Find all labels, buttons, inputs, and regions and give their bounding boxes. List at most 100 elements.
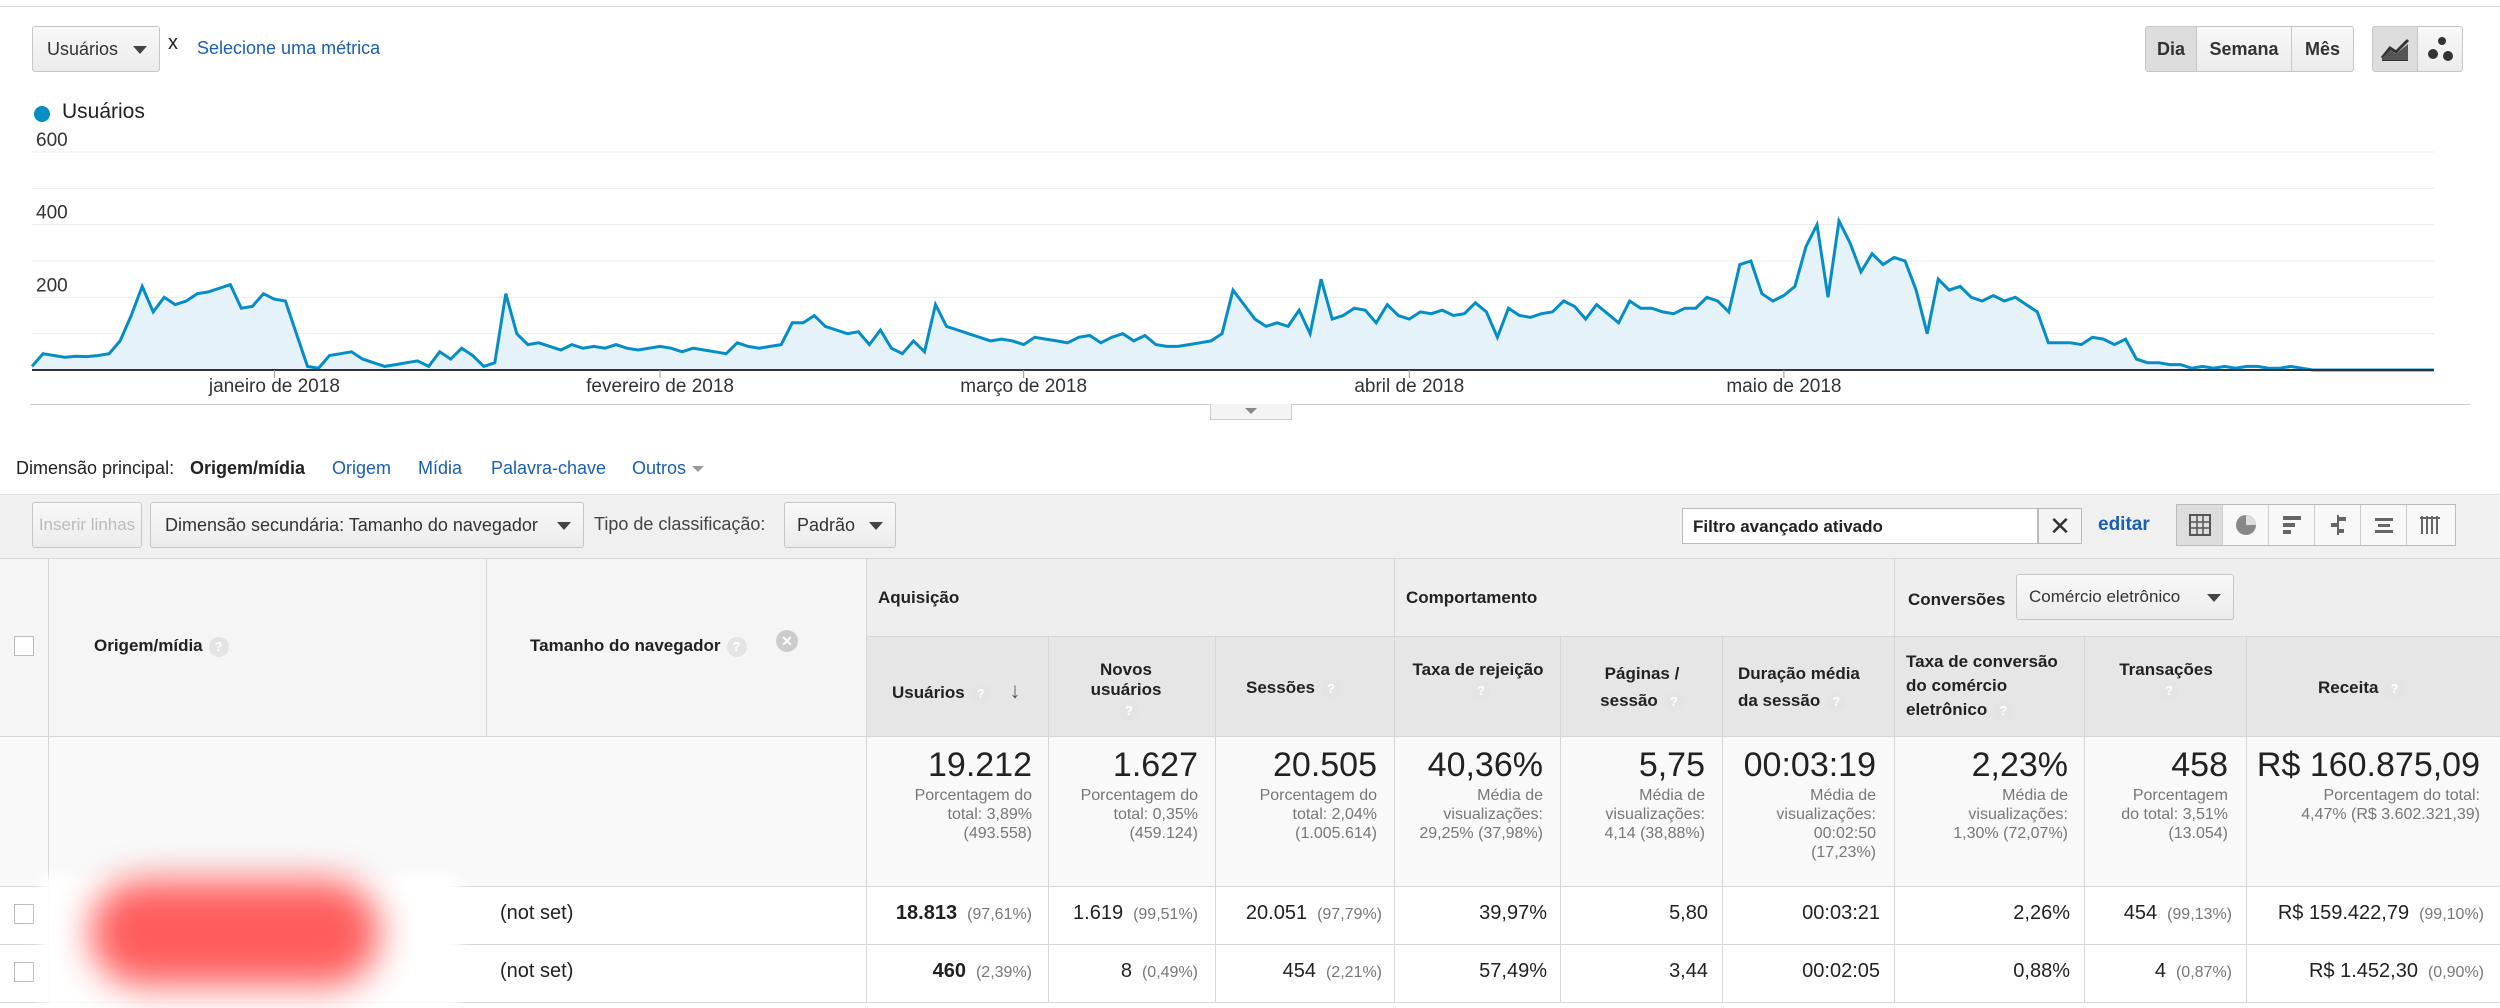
others-label: Outros — [632, 458, 687, 478]
motion-chart-icon[interactable] — [2417, 26, 2463, 72]
help-icon[interactable]: ? — [1471, 680, 1491, 701]
y-tick-label: 400 — [36, 203, 68, 224]
total-conv-sub: Média de visualizações: 1,30% (72,07%) — [1953, 786, 2068, 843]
total-sub-line: total: 2,04% — [1292, 806, 1378, 823]
row-revenue: R$ 159.422,79 (99,10%) — [2278, 902, 2484, 925]
x-tick-label: março de 2018 — [960, 376, 1087, 397]
select-all-checkbox[interactable] — [14, 636, 34, 656]
x-tick-label: janeiro de 2018 — [208, 376, 340, 397]
table-view-icon[interactable] — [2177, 505, 2223, 545]
row-transactions-pct: (0,87%) — [2175, 964, 2232, 981]
col-new-users-header[interactable]: Novos usuários? — [1066, 660, 1186, 721]
total-duration-sub: Média de visualizações: 00:02:50 (17,23%) — [1776, 786, 1876, 862]
help-icon[interactable]: ? — [1993, 700, 2014, 721]
clear-filter-icon[interactable]: ✕ — [2038, 508, 2082, 544]
help-icon[interactable]: ? — [970, 683, 991, 704]
help-icon[interactable]: ? — [2384, 678, 2405, 699]
dimension-link-midia[interactable]: Mídia — [418, 458, 463, 478]
help-icon[interactable]: ? — [2159, 680, 2179, 701]
secondary-dimension-select[interactable]: Dimensão secundária: Tamanho do navegado… — [150, 502, 584, 548]
help-icon[interactable]: ? — [726, 636, 747, 657]
conversion-select[interactable]: Comércio eletrônico — [2016, 574, 2234, 620]
chevron-down-icon — [869, 522, 883, 530]
sort-desc-icon[interactable]: ↓ — [1009, 678, 1021, 703]
users-series-line[interactable] — [30, 216, 2434, 372]
metric-select-label: Usuários — [47, 38, 119, 59]
row-conv: 0,88% — [2013, 960, 2070, 982]
total-transactions-sub: Porcentagem do total: 3,51% (13.054) — [2121, 786, 2228, 843]
edit-filter-link[interactable]: editar — [2098, 514, 2150, 535]
advanced-filter-input[interactable]: Filtro avançado ativado — [1682, 508, 2038, 544]
dimension-link-keyword[interactable]: Palavra-chave — [491, 458, 607, 478]
help-icon[interactable]: ? — [1321, 678, 1341, 699]
sort-select[interactable]: Padrão — [784, 502, 896, 548]
total-sub-line: Porcentagem do — [1080, 787, 1198, 804]
row-new-users-pct: (0,49%) — [1141, 964, 1198, 981]
group-conversions: Conversões — [1908, 590, 2006, 609]
row-sessions: 454 (2,21%) — [1283, 960, 1382, 983]
chevron-down-icon — [692, 466, 705, 472]
line-chart-icon[interactable] — [2372, 26, 2418, 72]
row-checkbox[interactable] — [14, 962, 34, 982]
total-sub-line: do total: 3,51% — [2121, 806, 2228, 823]
total-pages: 5,75 — [1638, 746, 1705, 784]
remove-metric-icon[interactable]: x — [168, 32, 178, 54]
row-duration: 00:03:21 — [1802, 902, 1880, 924]
grid-line — [1722, 636, 1723, 1002]
row-checkbox[interactable] — [14, 904, 34, 924]
total-sub-line: total: 3,89% — [947, 806, 1033, 823]
help-icon[interactable]: ? — [1663, 691, 1684, 712]
row-sessions-value: 454 — [1282, 960, 1316, 982]
grid-line — [1560, 636, 1561, 1002]
remove-dimension-icon[interactable]: ✕ — [776, 630, 798, 652]
total-sessions-sub: Porcentagem do total: 2,04% (1.005.614) — [1260, 786, 1377, 843]
select-metric-link[interactable]: Selecione uma métrica — [197, 38, 381, 58]
total-sub-line: Porcentagem do total: — [2323, 787, 2480, 804]
total-new_users: 1.627 — [1112, 746, 1198, 784]
col-source-header[interactable]: Origem/mídia? — [94, 636, 229, 657]
chevron-down-icon — [2207, 594, 2221, 602]
insert-rows-button[interactable]: Inserir linhas — [32, 502, 142, 548]
col-conversion-header[interactable]: Taxa de conversão do comércio eletrônico? — [1906, 650, 2076, 722]
pie-view-icon[interactable] — [2223, 505, 2269, 545]
chevron-down-icon — [1245, 408, 1257, 414]
comparison-view-icon[interactable] — [2315, 505, 2361, 545]
period-week-button[interactable]: Semana — [2196, 26, 2292, 72]
col-users-label: Usuários — [892, 683, 965, 702]
dimension-others-dropdown[interactable]: Outros — [632, 458, 705, 479]
col-duration-header[interactable]: Duração média da sessão? — [1738, 660, 1888, 714]
col-duration-label: Duração média — [1738, 664, 1860, 683]
period-day-button[interactable]: Dia — [2145, 26, 2197, 72]
help-icon[interactable]: ? — [208, 636, 229, 657]
col-browser-header[interactable]: Tamanho do navegador? — [530, 636, 747, 657]
help-icon[interactable]: ? — [1119, 700, 1139, 721]
col-new-users-label: Novos usuários — [1090, 660, 1162, 699]
col-users-header[interactable]: Usuários? ↓ — [892, 678, 1020, 704]
row-browser: (not set) — [500, 960, 574, 982]
pivot-view-icon[interactable] — [2407, 505, 2453, 545]
grid-line — [0, 886, 2500, 887]
legend-label: Usuários — [62, 100, 145, 123]
col-bounce-header[interactable]: Taxa de rejeição? — [1406, 660, 1550, 701]
total-sub-line: (1.005.614) — [1295, 825, 1377, 842]
col-pages-label: Páginas / — [1604, 664, 1680, 683]
group-behavior: Comportamento — [1406, 588, 1538, 607]
chart-collapse-handle[interactable] — [1210, 404, 1292, 420]
help-icon[interactable]: ? — [1826, 691, 1847, 712]
col-transactions-header[interactable]: Transações? — [2098, 660, 2234, 701]
total-sub-line: total: 0,35% — [1113, 806, 1199, 823]
col-revenue-label: Receita — [2318, 678, 2379, 697]
row-sessions-pct: (97,79%) — [1317, 906, 1382, 923]
term-cloud-view-icon[interactable] — [2361, 505, 2407, 545]
row-users-value: 460 — [932, 960, 966, 982]
col-sessions-header[interactable]: Sessões? — [1246, 678, 1341, 699]
row-transactions-pct: (99,13%) — [2167, 906, 2232, 923]
total-conv: 2,23% — [1971, 746, 2068, 784]
metric-select[interactable]: Usuários — [32, 26, 160, 72]
col-pages-header[interactable]: Páginas / sessão? — [1572, 660, 1712, 714]
period-month-button[interactable]: Mês — [2291, 26, 2354, 72]
total-sub-line: 1,30% (72,07%) — [1953, 825, 2068, 842]
dimension-link-origem[interactable]: Origem — [332, 458, 392, 478]
bar-view-icon[interactable] — [2269, 505, 2315, 545]
col-revenue-header[interactable]: Receita? — [2318, 678, 2405, 699]
